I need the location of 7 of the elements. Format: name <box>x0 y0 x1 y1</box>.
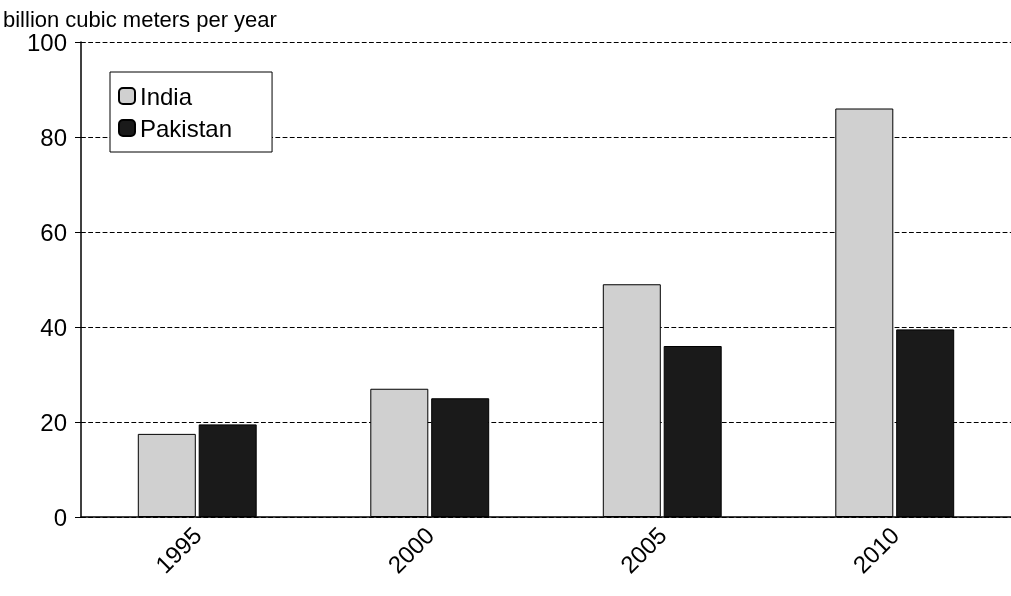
legend-label: India <box>140 82 193 110</box>
y-tick-label: 40 <box>40 313 67 341</box>
legend-label: Pakistan <box>140 114 233 142</box>
y-tick-label: 20 <box>40 408 67 436</box>
y-tick-label: 60 <box>40 218 67 246</box>
y-tick-label: 0 <box>53 503 67 531</box>
y-tick-label: 80 <box>40 123 67 151</box>
